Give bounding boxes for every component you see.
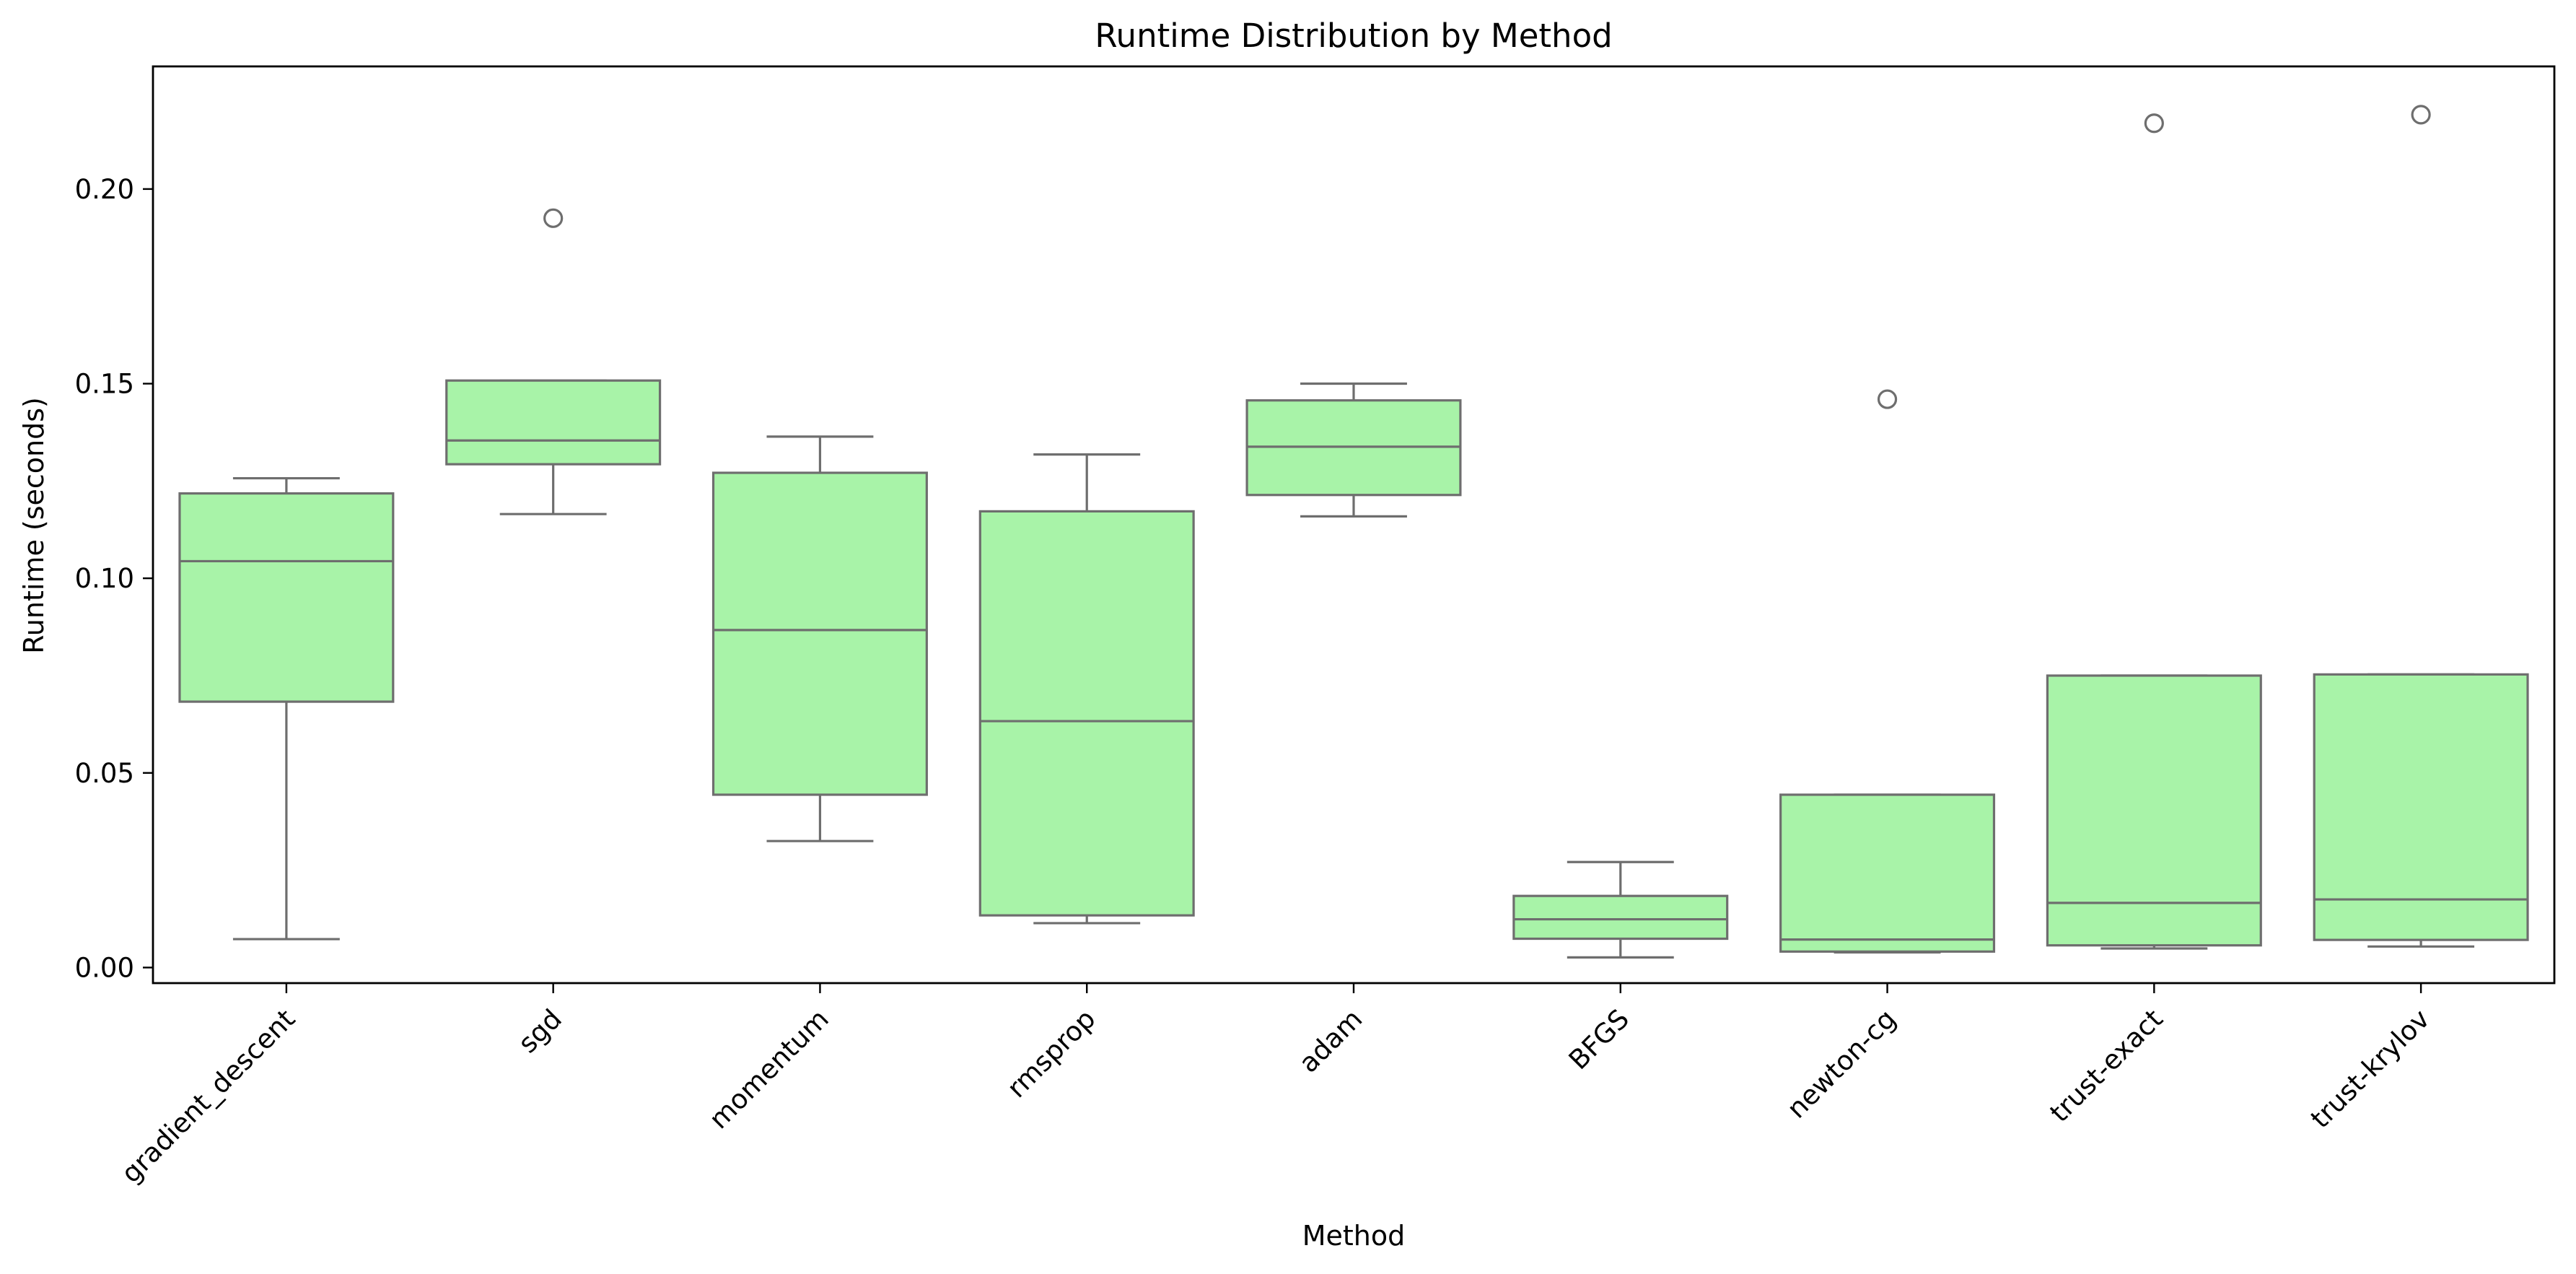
box-newton-cg — [1779, 793, 1996, 953]
box-sgd — [445, 379, 662, 466]
x-tick-label: momentum — [703, 1003, 834, 1135]
y-tick-label: 0.10 — [75, 563, 134, 594]
x-tick-label: trust-exact — [2044, 1003, 2169, 1128]
y-tick-label: 0.15 — [75, 369, 134, 400]
outlier-point — [1877, 389, 1898, 409]
x-axis-label: Method — [1302, 1220, 1406, 1252]
x-tick-label: BFGS — [1563, 1003, 1635, 1076]
x-tick-label: rmsprop — [1001, 1003, 1101, 1104]
box-rmsprop — [978, 510, 1195, 917]
box-gradient_descent — [178, 492, 395, 703]
box-trust-exact — [2046, 674, 2262, 947]
x-tick-label: trust-krylov — [2305, 1003, 2435, 1134]
box-momentum — [711, 471, 928, 796]
box-trust-krylov — [2313, 673, 2529, 941]
box-BFGS — [1512, 894, 1729, 941]
x-tick-label: gradient_descent — [115, 1003, 301, 1189]
y-axis-label: Runtime (seconds) — [18, 397, 50, 654]
outlier-point — [2144, 113, 2164, 134]
y-tick-label: 0.20 — [75, 174, 134, 205]
outlier-point — [2411, 105, 2431, 125]
y-tick-label: 0.05 — [75, 758, 134, 789]
plot-area: 0.00 0.05 0.10 0.15 0.20 gradient_descent sgd m… — [75, 65, 2556, 1189]
x-tick-label: adam — [1293, 1003, 1369, 1079]
outlier-point — [543, 208, 564, 228]
x-tick-label: sgd — [512, 1003, 568, 1059]
chart-title: Runtime Distribution by Method — [1095, 17, 1612, 55]
y-tick-label: 0.00 — [75, 952, 134, 983]
x-tick-label: newton-cg — [1781, 1003, 1902, 1125]
